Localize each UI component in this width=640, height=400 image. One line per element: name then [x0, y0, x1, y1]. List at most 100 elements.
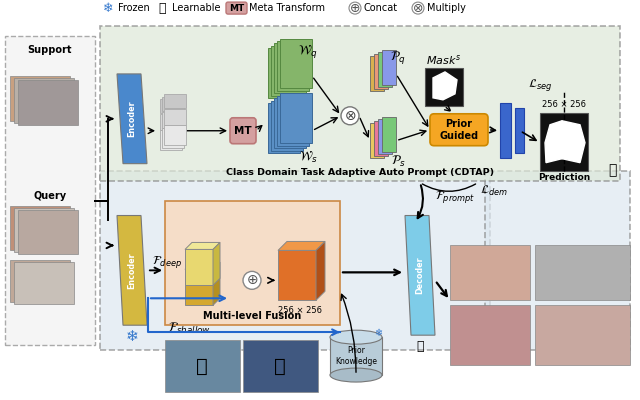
FancyBboxPatch shape	[230, 118, 256, 144]
Polygon shape	[18, 210, 78, 254]
Text: Query: Query	[33, 190, 67, 200]
Text: 256 × 256: 256 × 256	[278, 306, 322, 315]
Polygon shape	[278, 242, 325, 250]
Text: 256 × 256: 256 × 256	[542, 100, 586, 109]
Text: $\mathcal{P}_s$: $\mathcal{P}_s$	[390, 154, 405, 169]
Text: $\otimes$: $\otimes$	[412, 2, 424, 14]
FancyBboxPatch shape	[330, 337, 382, 375]
FancyBboxPatch shape	[160, 99, 182, 113]
FancyBboxPatch shape	[160, 130, 182, 150]
FancyBboxPatch shape	[164, 125, 186, 145]
Polygon shape	[10, 206, 70, 250]
FancyBboxPatch shape	[164, 109, 186, 125]
Polygon shape	[185, 242, 220, 250]
Text: $\mathcal{W}_q$: $\mathcal{W}_q$	[298, 43, 317, 60]
Polygon shape	[545, 121, 562, 163]
FancyBboxPatch shape	[164, 94, 186, 108]
FancyBboxPatch shape	[515, 108, 524, 153]
Text: $\mathcal{F}_{shallow}$: $\mathcal{F}_{shallow}$	[168, 321, 211, 336]
Polygon shape	[185, 250, 213, 285]
FancyBboxPatch shape	[374, 121, 388, 156]
FancyBboxPatch shape	[160, 114, 182, 130]
Circle shape	[243, 271, 261, 289]
FancyBboxPatch shape	[540, 113, 588, 171]
Text: Multi-level Fusion: Multi-level Fusion	[204, 311, 301, 321]
Text: Learnable: Learnable	[172, 3, 221, 13]
FancyBboxPatch shape	[268, 48, 300, 98]
Text: ❄: ❄	[374, 328, 382, 338]
FancyBboxPatch shape	[226, 2, 247, 14]
FancyBboxPatch shape	[271, 101, 303, 151]
Ellipse shape	[330, 368, 382, 382]
FancyBboxPatch shape	[425, 68, 463, 106]
FancyBboxPatch shape	[271, 46, 303, 96]
Text: $Mask^s$: $Mask^s$	[426, 53, 461, 67]
FancyBboxPatch shape	[535, 305, 630, 365]
Text: 🌐: 🌐	[274, 356, 286, 376]
Polygon shape	[278, 250, 316, 300]
Polygon shape	[18, 80, 78, 125]
Text: Prior
Knowledge: Prior Knowledge	[335, 346, 377, 366]
FancyBboxPatch shape	[450, 305, 530, 365]
Text: Meta Transform: Meta Transform	[249, 3, 325, 13]
FancyBboxPatch shape	[162, 128, 184, 148]
FancyBboxPatch shape	[485, 171, 630, 350]
Circle shape	[412, 2, 424, 14]
FancyBboxPatch shape	[378, 119, 392, 154]
FancyBboxPatch shape	[268, 103, 300, 153]
Polygon shape	[10, 260, 70, 302]
FancyBboxPatch shape	[162, 112, 184, 128]
Text: $\mathcal{L}_{dem}$: $\mathcal{L}_{dem}$	[480, 184, 508, 198]
FancyBboxPatch shape	[162, 97, 184, 111]
FancyBboxPatch shape	[500, 103, 511, 158]
FancyBboxPatch shape	[535, 246, 630, 300]
Polygon shape	[14, 208, 74, 252]
Polygon shape	[213, 262, 220, 305]
Text: Frozen: Frozen	[118, 3, 150, 13]
FancyBboxPatch shape	[450, 246, 530, 300]
Text: $\mathcal{L}_{seg}$: $\mathcal{L}_{seg}$	[528, 77, 552, 93]
Text: ❄: ❄	[125, 329, 138, 344]
Polygon shape	[117, 74, 147, 164]
Text: Decoder: Decoder	[415, 256, 424, 294]
Polygon shape	[562, 121, 585, 163]
Text: 🔥: 🔥	[608, 164, 616, 178]
Text: MT: MT	[234, 126, 252, 136]
Polygon shape	[316, 242, 325, 300]
Text: $\mathcal{F}_{deep}$: $\mathcal{F}_{deep}$	[152, 254, 182, 270]
FancyBboxPatch shape	[378, 52, 392, 87]
Polygon shape	[185, 262, 220, 269]
Text: $\otimes$: $\otimes$	[344, 109, 356, 123]
Polygon shape	[14, 78, 74, 123]
Circle shape	[341, 107, 359, 125]
Text: Prior
Guided: Prior Guided	[440, 119, 479, 140]
Polygon shape	[10, 76, 70, 121]
FancyBboxPatch shape	[374, 54, 388, 89]
Text: Multiply: Multiply	[427, 3, 466, 13]
FancyBboxPatch shape	[370, 123, 384, 158]
FancyBboxPatch shape	[165, 200, 340, 325]
FancyBboxPatch shape	[280, 93, 312, 143]
Text: Encoder: Encoder	[127, 100, 136, 137]
Text: $\mathcal{P}_q$: $\mathcal{P}_q$	[390, 49, 406, 66]
Text: Class Domain Task Adaptive Auto Prompt (CDTAP): Class Domain Task Adaptive Auto Prompt (…	[226, 168, 494, 177]
FancyBboxPatch shape	[382, 50, 396, 85]
FancyBboxPatch shape	[165, 340, 240, 392]
FancyBboxPatch shape	[5, 36, 95, 345]
Text: ❄: ❄	[103, 2, 113, 14]
Polygon shape	[185, 269, 213, 305]
Polygon shape	[213, 242, 220, 285]
FancyBboxPatch shape	[100, 171, 490, 350]
Text: $\oplus$: $\oplus$	[246, 273, 258, 287]
Polygon shape	[14, 262, 74, 304]
Text: $\oplus$: $\oplus$	[349, 2, 361, 14]
FancyBboxPatch shape	[274, 98, 306, 148]
Text: 🏠: 🏠	[196, 356, 208, 376]
Circle shape	[349, 2, 361, 14]
Text: Concat: Concat	[364, 3, 398, 13]
Ellipse shape	[330, 330, 382, 344]
Text: Prediction: Prediction	[538, 173, 590, 182]
Text: $\mathcal{W}_s$: $\mathcal{W}_s$	[299, 150, 317, 165]
FancyBboxPatch shape	[370, 56, 384, 91]
Polygon shape	[405, 216, 435, 335]
